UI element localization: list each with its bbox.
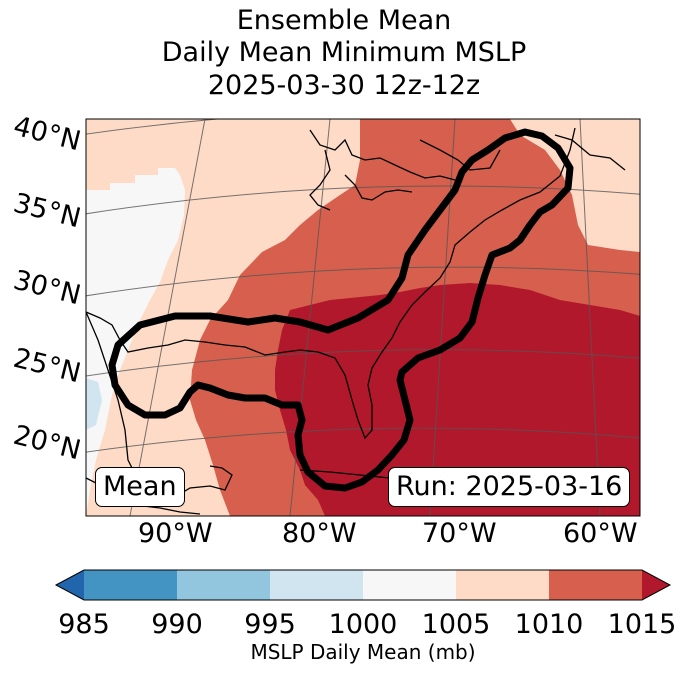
colorbar: 985 990 995 1000 1005 1010 1015 (54, 569, 677, 640)
ensemble-contour (108, 128, 574, 492)
colorbar-tick-995: 995 (244, 609, 296, 640)
colorbar-tick-1000: 1000 (329, 609, 398, 640)
fill-over-1015 (275, 283, 640, 516)
lon-label-90w: 90°W (138, 518, 213, 549)
colorbar-tick-1015: 1015 (608, 609, 677, 640)
lat-label-35: 35°N (10, 188, 84, 235)
map-area (86, 119, 640, 516)
fill-1000-1005 (86, 168, 185, 516)
colorbar-title: MSLP Daily Mean (mb) (250, 640, 476, 664)
lon-label-70w: 70°W (422, 518, 497, 549)
map-frame (85, 118, 641, 517)
run-date-label: Run: 2025-03-16 (388, 467, 631, 507)
colorbar-tick-990: 990 (151, 609, 203, 640)
colorbar-tick-1010: 1010 (515, 609, 584, 640)
lat-label-40: 40°N (10, 111, 84, 158)
colorbar-tick-985: 985 (58, 609, 110, 640)
mean-label: Mean (95, 467, 185, 507)
colorbar-over (642, 570, 670, 600)
lon-label-60w: 60°W (563, 518, 638, 549)
colorbar-tick-1005: 1005 (422, 609, 491, 640)
lon-label-80w: 80°W (282, 518, 357, 549)
colorbar-band-1000-1005 (363, 570, 456, 600)
colorbar-band-1010-1015 (549, 570, 642, 600)
lat-label-25: 25°N (10, 343, 84, 390)
title-line-2: Daily Mean Minimum MSLP (161, 37, 527, 68)
colorbar-band-995-1000 (270, 570, 363, 600)
colorbar-under (56, 570, 84, 600)
colorbar-outline (54, 569, 672, 601)
title-line-1: Ensemble Mean (236, 5, 452, 36)
lat-label-30: 30°N (10, 265, 84, 312)
fill-995-1000 (86, 378, 102, 430)
title-line-3: 2025-03-30 12z-12z (207, 70, 481, 101)
lat-label-20: 20°N (10, 420, 84, 467)
colorbar-band-990-995 (177, 570, 270, 600)
colorbar-band-985-990 (84, 570, 177, 600)
colorbar-band-1005-1010 (456, 570, 549, 600)
